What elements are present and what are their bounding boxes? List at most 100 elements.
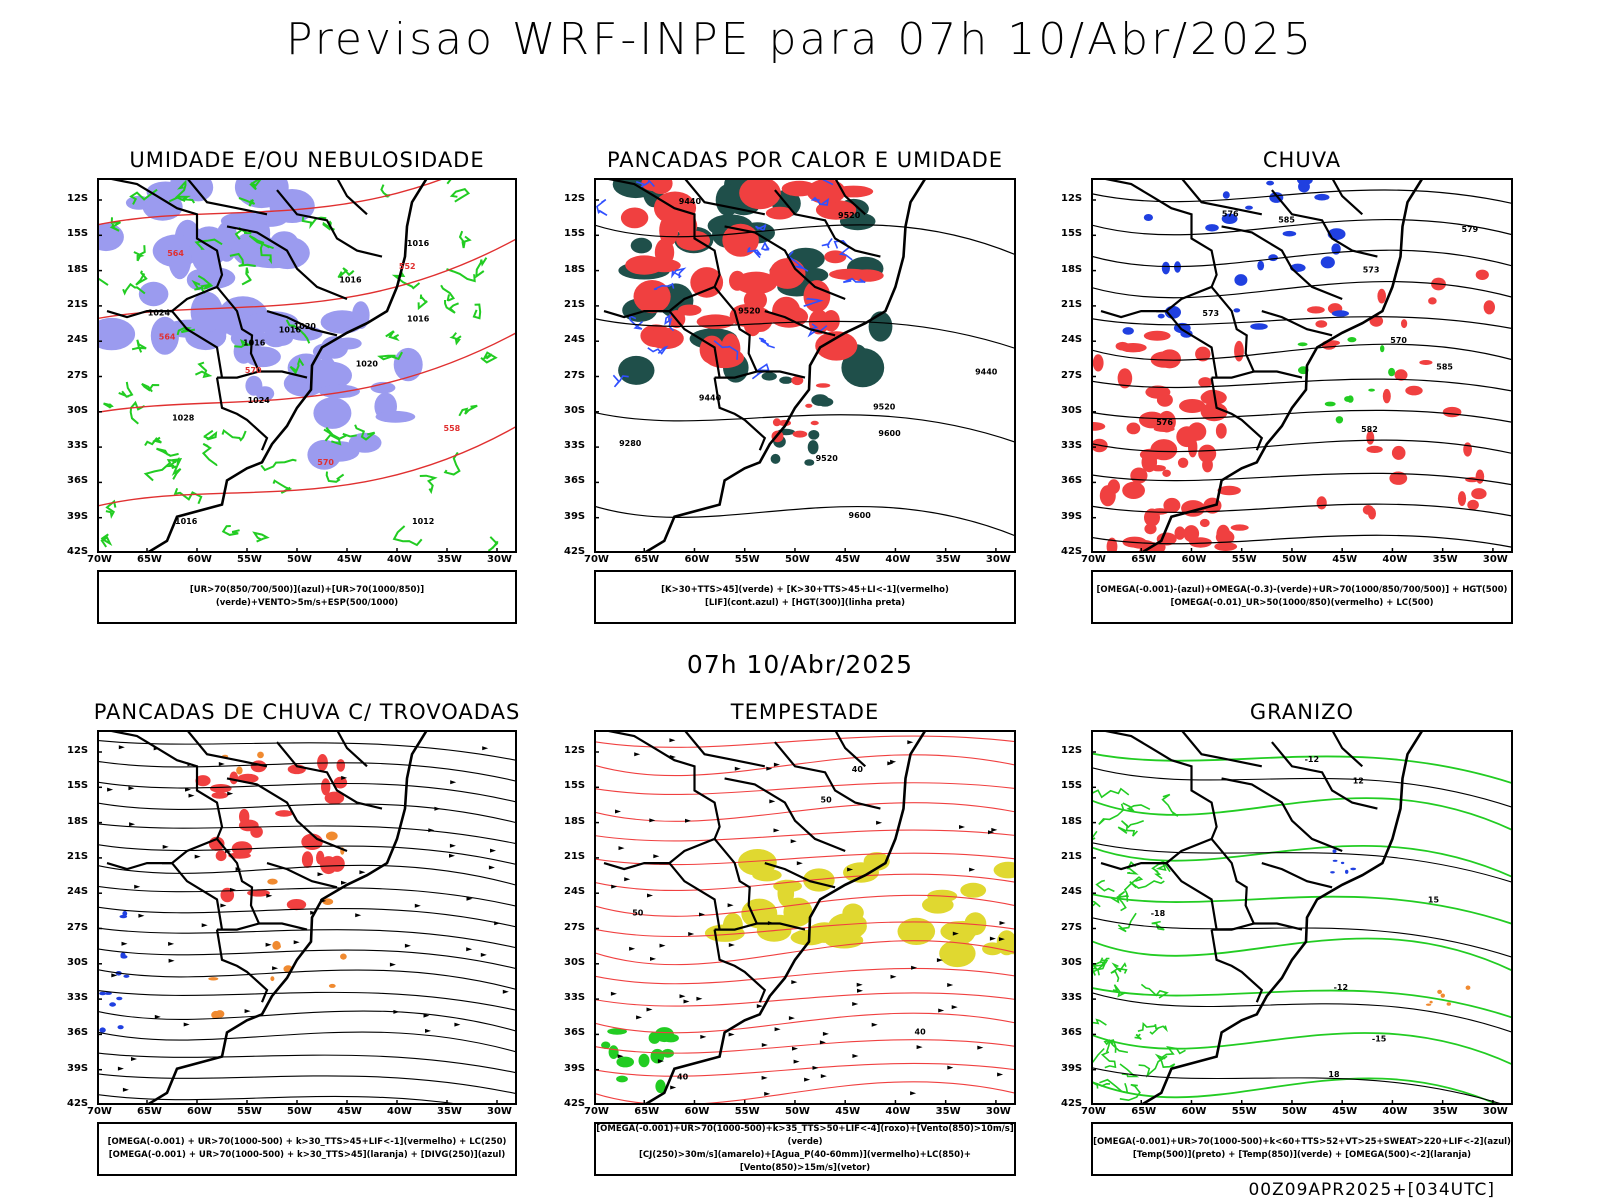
lon-tick-label: 50W [287, 1106, 312, 1117]
precipitable-water-contour [594, 829, 1016, 842]
border-line [756, 922, 806, 931]
lifted-index-contour [842, 277, 866, 284]
wind-vector [679, 994, 686, 999]
rain-area [1307, 306, 1325, 314]
thunderstorm-area [215, 850, 227, 862]
streamline [97, 864, 517, 886]
rain-area [1117, 368, 1133, 389]
contour-label: 9280 [619, 439, 642, 448]
wind-vector [819, 1040, 826, 1045]
rain-area [1195, 346, 1211, 362]
humidity-high-area [190, 291, 223, 333]
lon-tick-label: 35W [935, 1106, 961, 1117]
rain-area [1156, 532, 1177, 546]
contour-label: 1016 [243, 339, 266, 348]
height-contour [1091, 503, 1513, 517]
lat-tick-label: 12S [67, 193, 89, 204]
humidity-low-contour [419, 474, 438, 495]
rain-area [1092, 354, 1104, 372]
contour-label: 582 [1361, 425, 1378, 434]
instability-strong-area [729, 270, 746, 291]
thunderstorm-moderate-area [325, 831, 338, 841]
map-frame [594, 178, 1016, 553]
border-line [603, 178, 721, 313]
streamline-arrow [218, 762, 225, 766]
low-level-jet-area [616, 1056, 634, 1068]
lat-tick-label: 36S [1061, 1027, 1083, 1039]
low-level-jet-area [654, 1027, 674, 1043]
precipitable-water-contour [594, 921, 1016, 937]
streamline-arrow [194, 854, 201, 859]
lon-tick-label: 65W [634, 554, 660, 565]
hail-area [1350, 867, 1357, 871]
contour-label: 1020 [356, 360, 379, 369]
legend-line: [UR>70(850/700/500)](azul)+[UR>70(1000/8… [189, 585, 425, 608]
humidity-low-contour [166, 456, 183, 468]
temp850-contour [1137, 1021, 1157, 1032]
border-line [106, 310, 224, 378]
divergence-area [99, 1027, 106, 1033]
wind-vector [769, 799, 776, 804]
lat-tick-label: 15S [67, 780, 89, 792]
instability-strong-area [772, 296, 801, 326]
contour-label: 50 [632, 909, 644, 918]
legend-line: [OMEGA(-0.001) + UR>70(1000-500) + k>30_… [108, 1150, 506, 1160]
contour-label: 40 [915, 1027, 927, 1036]
rain-omega-area [1320, 256, 1335, 269]
contour-label: 573 [1202, 309, 1219, 318]
lon-tick-label: 55W [237, 1106, 262, 1117]
rain-area [1475, 269, 1489, 280]
jet-stream-area [794, 930, 811, 942]
lat-tick-label: 33S [1061, 992, 1083, 1004]
lifted-index-contour [810, 196, 830, 206]
contour-label: 1016 [339, 275, 362, 284]
wind-vector [764, 1091, 771, 1096]
lat-tick-label: 36S [564, 1027, 586, 1039]
border-line [259, 922, 308, 931]
humidity-low-contour [156, 447, 179, 457]
instability-area [800, 268, 829, 283]
omega500-area [1429, 1000, 1433, 1004]
humidity-low-contour [487, 536, 499, 552]
thunderstorm-area [228, 852, 251, 859]
lat-tick-label: 18S [564, 263, 586, 275]
precipitable-water-contour [594, 873, 1016, 891]
streamline-arrow [162, 844, 169, 849]
streamline-arrow [107, 787, 114, 792]
streamline-arrow [201, 923, 208, 928]
border-line [1331, 178, 1364, 216]
legend-box: [K>30+TTS>45](verde) + [K>30+TTS>45+LI<-… [594, 570, 1016, 624]
wind-vector [852, 1002, 859, 1006]
height-contour [594, 224, 1016, 256]
streamline-arrow [425, 1028, 431, 1033]
wind-vector [890, 759, 897, 764]
lon-tick-label: 30W [487, 554, 512, 565]
border-line [1253, 922, 1303, 931]
instability-area [779, 376, 793, 384]
streamline-arrow [138, 913, 145, 918]
wind-vector [916, 1045, 923, 1050]
contour-label: 9600 [878, 429, 901, 438]
instability-strong-area [659, 215, 679, 246]
streamline-arrow [393, 1009, 400, 1014]
map-frame [594, 730, 1016, 1105]
contour-label: 576 [1222, 209, 1239, 218]
rain-strong-area [1297, 342, 1308, 347]
streamline-arrow [185, 787, 191, 792]
humidity-low-contour [241, 267, 252, 286]
lat-tick-label: 27S [1061, 921, 1083, 933]
border-line [1253, 370, 1303, 379]
humidity-low-contour [444, 299, 459, 314]
rain-area [1176, 426, 1198, 448]
border-line [683, 730, 766, 768]
divergence-area [99, 991, 107, 996]
contour-label: 9520 [738, 306, 761, 315]
wind-vector [947, 1065, 954, 1070]
humidity-low-contour [221, 525, 240, 536]
humidity-low-contour [201, 442, 218, 467]
rain-area [1419, 360, 1433, 365]
wind-vector [761, 1075, 768, 1080]
lat-tick-label: 21S [564, 298, 586, 310]
temp850-contour [1091, 986, 1513, 1019]
divergence-area [122, 910, 128, 917]
